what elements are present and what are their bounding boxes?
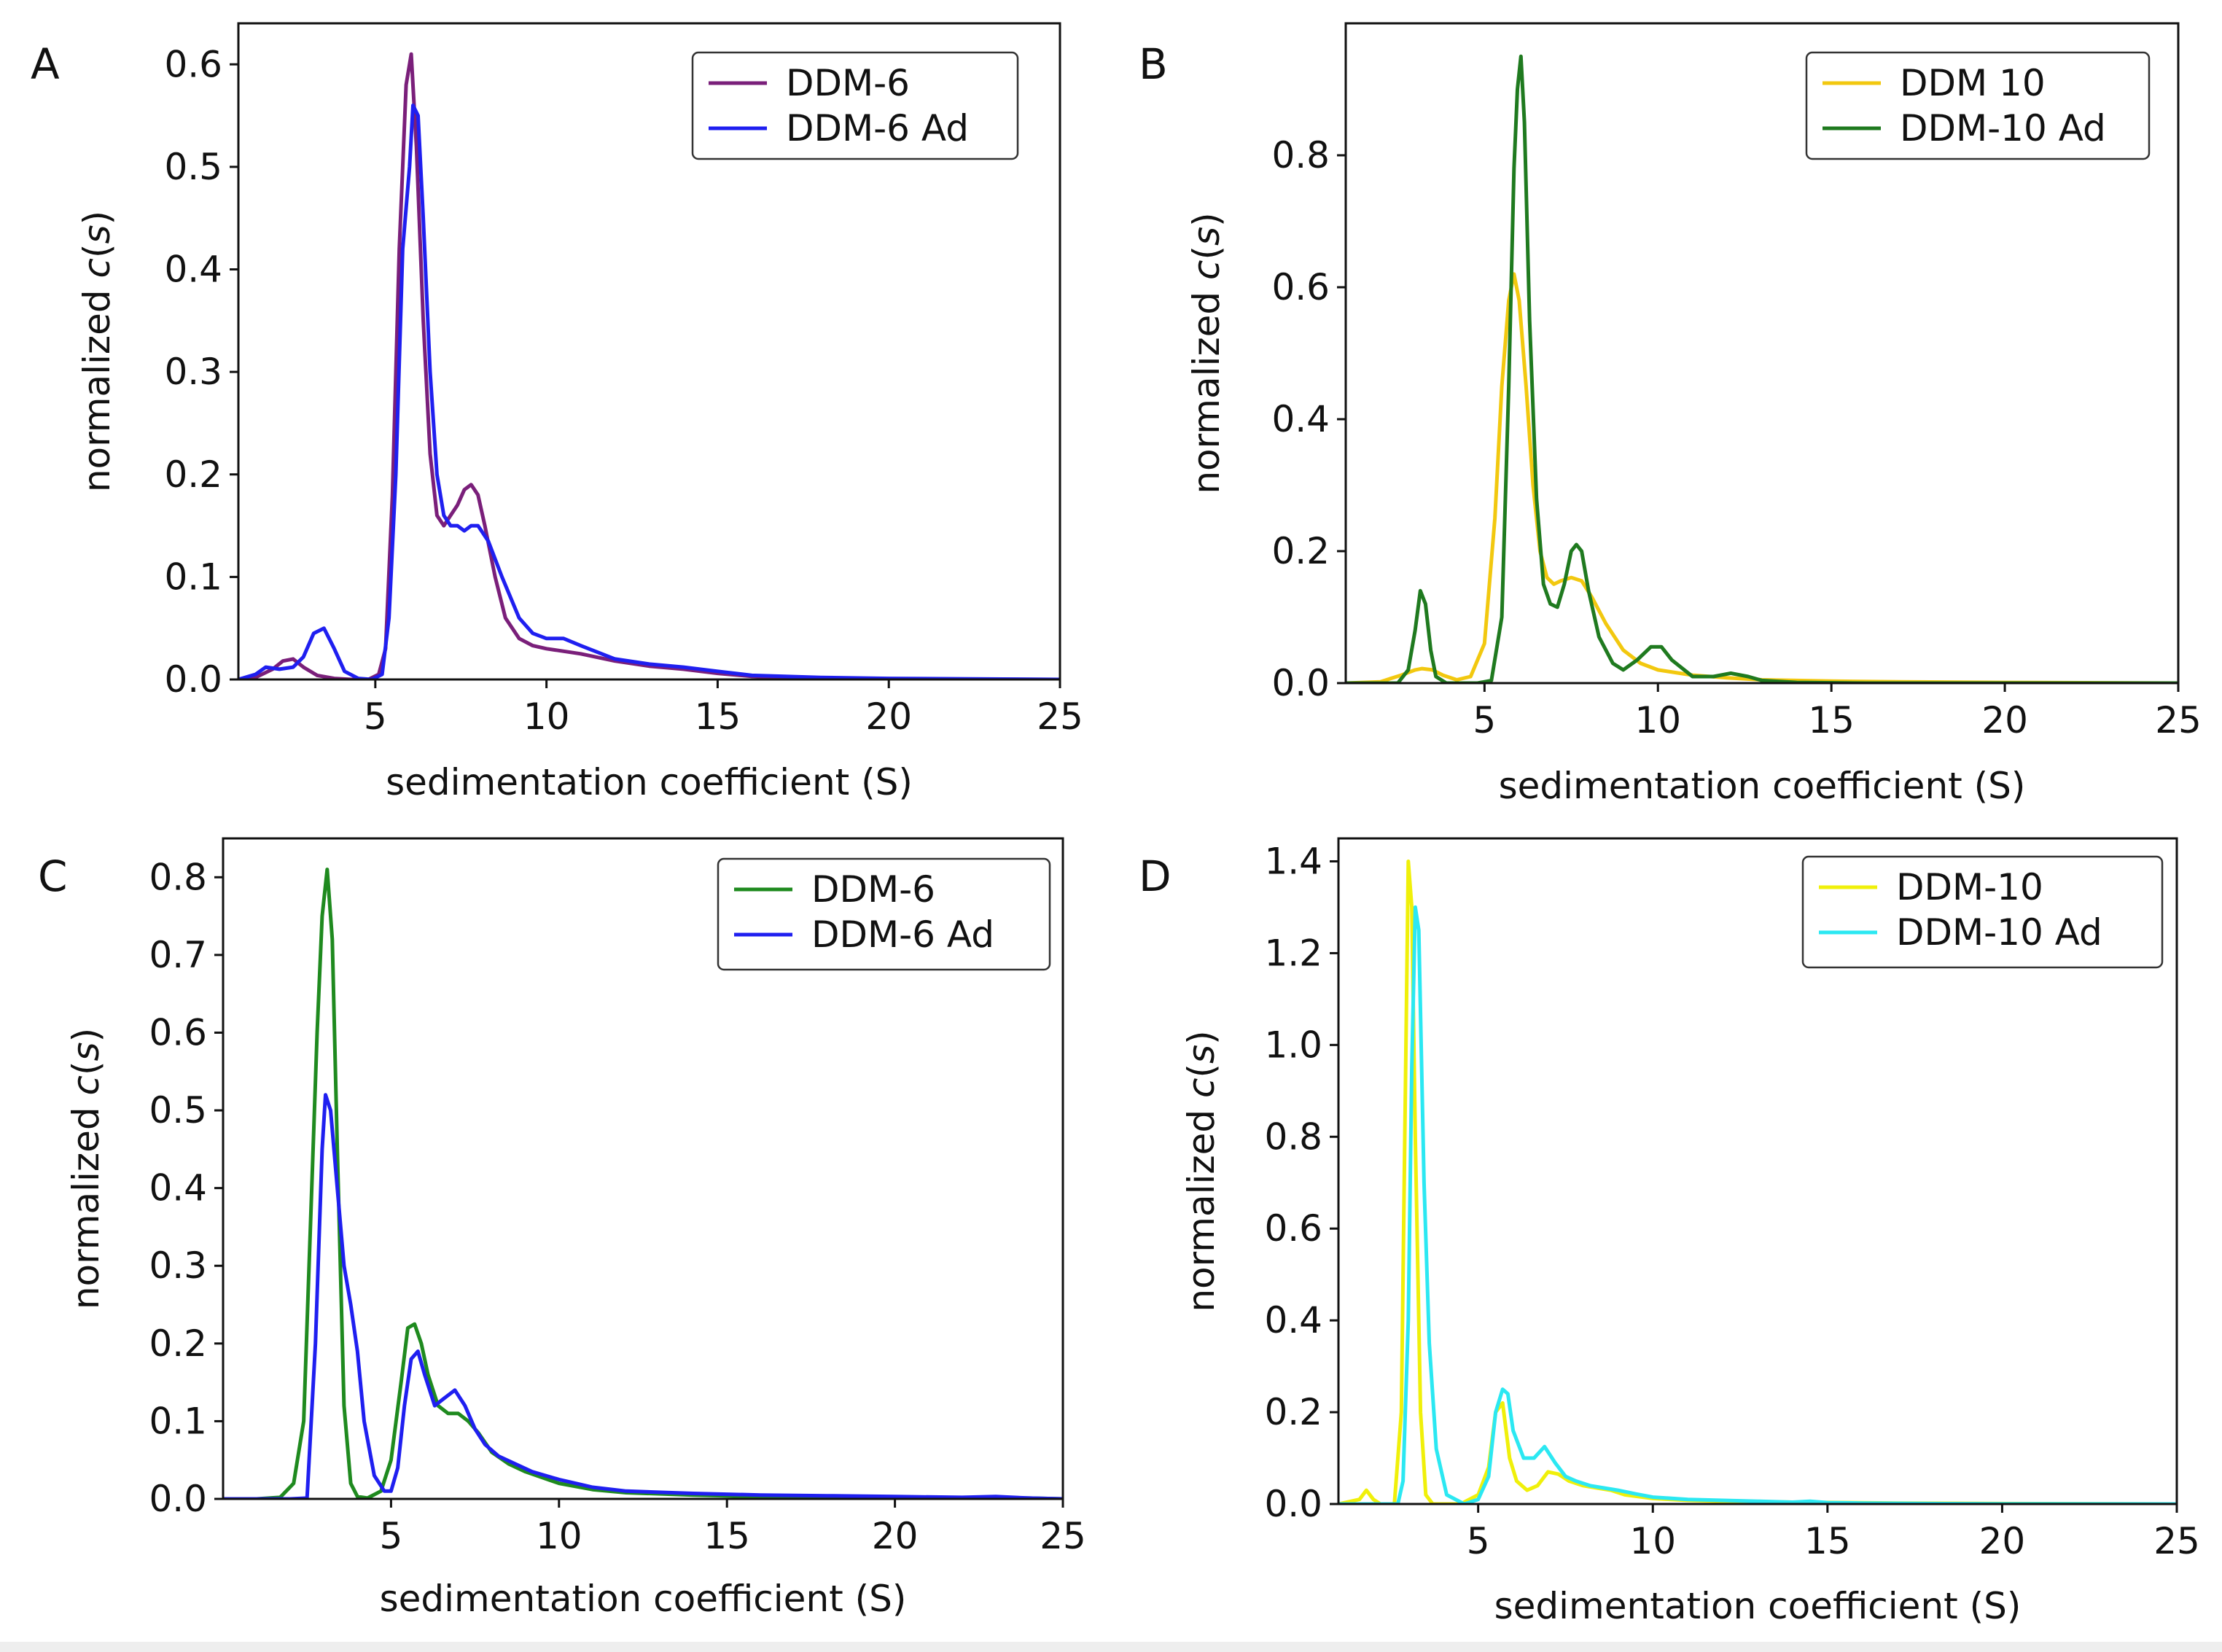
x-tick-label-b-20: 20 [1981, 699, 2028, 741]
series-line-b-2 [1346, 54, 2178, 683]
y-tick-label-d-3: 0.6 [1264, 1207, 1322, 1250]
y-tick-label-d-7: 1.4 [1264, 840, 1322, 882]
y-axis-label-c: normalized c(s) [65, 1028, 107, 1309]
bottom-strip [0, 1642, 2222, 1652]
y-tick-label-d-5: 1.0 [1264, 1024, 1322, 1066]
legend-label-c-1: DDM-6 [811, 868, 935, 911]
x-tick-label-c-5: 5 [379, 1515, 402, 1557]
x-tick-label-a-25: 25 [1037, 696, 1083, 738]
y-axis-label-d: normalized c(s) [1180, 1030, 1223, 1312]
legend-label-c-2: DDM-6 Ad [811, 913, 994, 956]
y-tick-label-a-2: 0.2 [164, 453, 222, 496]
x-tick-label-c-25: 25 [1040, 1515, 1086, 1557]
y-tick-label-c-4: 0.4 [149, 1167, 207, 1209]
panel-letter-d: D [1139, 852, 1172, 901]
x-tick-label-a-20: 20 [865, 696, 912, 738]
plot-frame-b [1344, 22, 2180, 685]
series-line-c-2 [223, 1093, 1063, 1499]
legend-a [691, 51, 1019, 160]
chart-panel-b: B 5 10 15 20 25 0.0 0.2 0.4 0.6 0.8 sedimentation c… [1139, 22, 2202, 807]
y-tick-label-a-0: 0.0 [164, 658, 222, 701]
chart-panel-d: D 5 10 15 20 25 0.0 0.2 0.4 0.6 0.8 1.0 1.2 1.4 sedime… [1139, 837, 2200, 1627]
x-tick-label-d-25: 25 [2153, 1520, 2200, 1562]
x-tick-label-c-10: 10 [536, 1515, 582, 1557]
panel-letter-c: C [38, 852, 68, 901]
series-line-d-2 [1338, 905, 2177, 1504]
y-tick-label-a-3: 0.3 [164, 351, 222, 393]
y-tick-label-c-2: 0.2 [149, 1322, 207, 1365]
legend-label-b-2: DDM-10 Ad [1900, 107, 2106, 149]
y-axis-label-b: normalized c(s) [1185, 212, 1228, 494]
y-tick-label-c-5: 0.5 [149, 1089, 207, 1131]
y-tick-label-d-0: 0.0 [1264, 1483, 1322, 1525]
legend-label-d-1: DDM-10 [1896, 866, 2043, 908]
y-tick-label-b-3: 0.6 [1271, 266, 1330, 308]
legend-c [717, 857, 1051, 971]
x-tick-label-c-20: 20 [872, 1515, 919, 1557]
x-axis-label-b: sedimentation coefficient (S) [1499, 765, 2026, 807]
y-tick-label-d-2: 0.4 [1264, 1299, 1322, 1341]
x-axis-label-c: sedimentation coefficient (S) [380, 1578, 907, 1620]
y-tick-label-a-4: 0.4 [164, 249, 222, 291]
x-axis-label-d: sedimentation coefficient (S) [1494, 1585, 2022, 1627]
x-tick-label-a-5: 5 [364, 696, 387, 738]
chart-panel-a: A 5 10 15 20 25 0.0 0.1 0.2 0.3 0.4 0.5 0.6 sedimenta… [31, 22, 1083, 803]
x-tick-label-c-15: 15 [703, 1515, 750, 1557]
legend-label-a-1: DDM-6 [786, 62, 910, 104]
y-tick-label-b-4: 0.8 [1271, 134, 1330, 176]
y-tick-label-b-1: 0.2 [1271, 530, 1330, 572]
y-tick-label-a-5: 0.5 [164, 146, 222, 188]
x-tick-label-a-10: 10 [523, 696, 570, 738]
plot-frame-d [1337, 837, 2178, 1505]
y-tick-label-c-1: 0.1 [149, 1400, 207, 1442]
series-line-b-1 [1346, 272, 2178, 683]
x-axis-label-a: sedimentation coefficient (S) [386, 761, 913, 803]
x-tick-label-d-20: 20 [1979, 1520, 2026, 1562]
x-tick-label-d-15: 15 [1804, 1520, 1851, 1562]
y-tick-label-d-1: 0.2 [1264, 1391, 1322, 1433]
y-tick-label-c-8: 0.8 [149, 856, 207, 898]
legend-label-b-1: DDM 10 [1900, 62, 2046, 104]
legend-label-a-2: DDM-6 Ad [786, 107, 969, 149]
panel-letter-b: B [1139, 39, 1168, 89]
legend-d [1801, 855, 2164, 969]
y-tick-label-c-3: 0.3 [149, 1244, 207, 1287]
x-tick-label-a-15: 15 [695, 696, 741, 738]
x-tick-label-b-5: 5 [1473, 699, 1496, 741]
y-tick-label-a-1: 0.1 [164, 556, 222, 598]
panel-letter-a: A [31, 39, 60, 89]
y-axis-label-a: normalized c(s) [76, 211, 118, 492]
x-tick-label-b-25: 25 [2155, 699, 2202, 741]
y-tick-label-c-7: 0.7 [149, 934, 207, 976]
y-tick-label-b-0: 0.0 [1271, 662, 1330, 704]
x-tick-label-d-10: 10 [1629, 1520, 1676, 1562]
legend-label-d-2: DDM-10 Ad [1896, 911, 2102, 954]
plot-frame-c [222, 837, 1064, 1500]
chart-panel-c: C 5 10 15 20 25 0.0 0.1 0.2 0.3 0.4 0.5 0.6 0.7 0.8 sed… [38, 837, 1086, 1620]
x-tick-label-b-15: 15 [1808, 699, 1855, 741]
y-tick-label-d-6: 1.2 [1264, 932, 1322, 974]
legend-b [1805, 51, 2151, 160]
plot-frame-a [237, 22, 1061, 681]
y-tick-label-c-0: 0.0 [149, 1478, 207, 1520]
x-tick-label-d-5: 5 [1467, 1520, 1490, 1562]
y-tick-label-d-4: 0.8 [1264, 1115, 1322, 1158]
y-tick-label-a-6: 0.6 [164, 43, 222, 85]
y-tick-label-c-6: 0.6 [149, 1011, 207, 1053]
series-line-a-2 [238, 104, 1060, 679]
y-tick-label-b-2: 0.4 [1271, 398, 1330, 440]
x-tick-label-b-10: 10 [1634, 699, 1681, 741]
